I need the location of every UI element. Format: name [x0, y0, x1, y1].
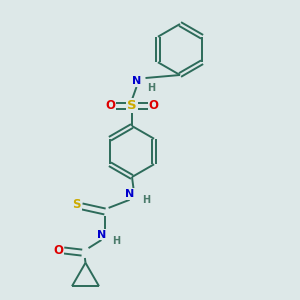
Text: S: S [127, 99, 137, 112]
Text: H: H [147, 83, 156, 93]
Text: O: O [53, 244, 64, 257]
Text: H: H [142, 195, 151, 205]
Text: O: O [148, 99, 159, 112]
Text: O: O [105, 99, 116, 112]
Text: H: H [112, 236, 121, 246]
Text: N: N [97, 230, 106, 240]
Text: N: N [125, 189, 134, 199]
Text: S: S [72, 197, 81, 211]
Text: N: N [132, 76, 141, 86]
